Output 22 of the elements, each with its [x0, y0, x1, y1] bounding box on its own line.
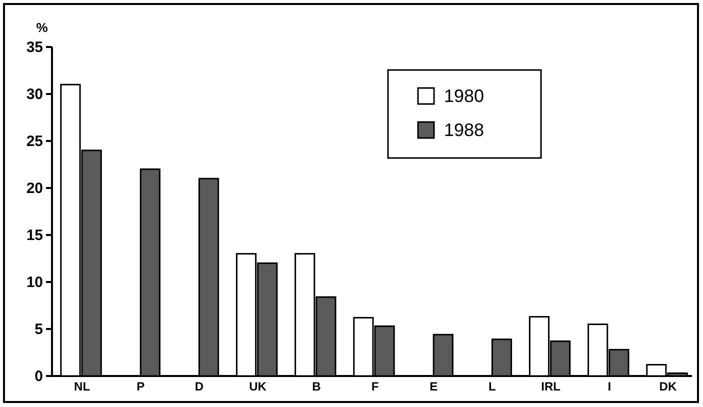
legend-label: 1988: [444, 120, 484, 140]
x-tick-label: DK: [659, 380, 677, 394]
y-tick-label: 30: [26, 86, 43, 103]
x-tick-label: E: [430, 380, 438, 394]
x-tick-label: IRL: [541, 380, 560, 394]
y-axis-title: %: [36, 20, 48, 35]
y-tick-label: 0: [34, 368, 43, 385]
x-tick-label: L: [488, 380, 496, 394]
y-tick-label: 10: [26, 274, 43, 291]
x-tick-label: D: [194, 380, 204, 394]
y-tick-label: 25: [26, 132, 43, 150]
y-tick-label: 35: [26, 38, 43, 56]
y-tick-label: 20: [26, 180, 43, 197]
x-tick-label: P: [136, 380, 145, 394]
x-tick-label: NL: [74, 380, 90, 394]
x-tick-label: UK: [249, 380, 267, 394]
x-tick-label: F: [371, 380, 379, 394]
x-tick-label: B: [312, 380, 322, 394]
x-tick-label: I: [608, 380, 612, 394]
y-tick-label: 15: [26, 226, 43, 244]
y-tick-label: 5: [34, 320, 43, 338]
legend-label: 1980: [444, 86, 484, 106]
